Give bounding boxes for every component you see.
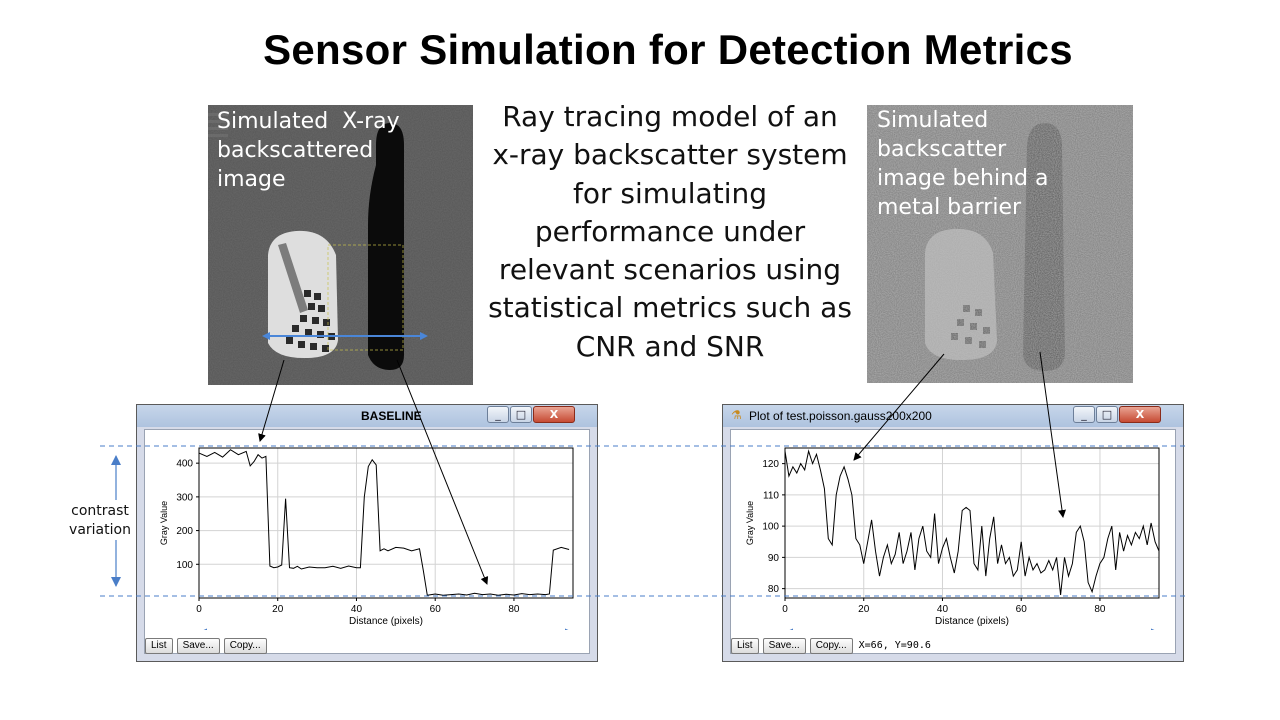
y-tick-label: 90 xyxy=(768,553,780,564)
x-tick-label: 0 xyxy=(782,604,788,615)
x-tick-label: 40 xyxy=(351,604,363,615)
minimize-button[interactable]: _ xyxy=(487,406,509,423)
copy-button[interactable]: Copy... xyxy=(223,638,267,654)
x-axis-label: Distance (pixels) xyxy=(349,616,423,627)
window-footer: List Save... Copy... X=66, Y=90.6 xyxy=(731,638,931,654)
contrast-variation-label: contrast variation xyxy=(69,503,131,538)
plot-frame xyxy=(784,447,1160,599)
x-tick-label: 20 xyxy=(858,604,870,615)
y-tick-label: 300 xyxy=(176,492,193,503)
y-axis-label: Gray Value xyxy=(159,501,169,545)
x-tick-label: 40 xyxy=(937,604,949,615)
description-text: Ray tracing model of an x-ray backscatte… xyxy=(488,100,852,363)
plot-panel: 0 20 40 60 80 80 90 100 110 120 Distance (pixels) G… xyxy=(730,429,1176,654)
window-titlebar[interactable] xyxy=(723,405,1183,427)
left-image-caption: Simulated X-ray backscattered image xyxy=(217,109,407,192)
barrier-backscatter-image xyxy=(867,105,1133,383)
right-image-caption: Simulated backscatter image behind a met… xyxy=(877,108,1049,220)
copy-button[interactable]: Copy... xyxy=(809,638,853,654)
x-tick-label: 80 xyxy=(508,604,520,615)
y-tick-label: 400 xyxy=(176,459,193,470)
x-tick-label: 60 xyxy=(430,604,442,615)
y-tick-label: 100 xyxy=(176,560,193,571)
poisson-profile-plot: 0 20 40 60 80 80 90 100 110 120 Distance (pixels) G… xyxy=(745,447,1160,630)
window-footer: List Save... Copy... xyxy=(145,638,271,654)
maximize-button[interactable]: □ xyxy=(1096,406,1118,423)
list-button[interactable]: List xyxy=(145,638,173,654)
baseline-plot-window[interactable]: BASELINE _ □ X 0 20 40 60 80 100 200 300 400 Dist… xyxy=(136,404,598,662)
save-button[interactable]: Save... xyxy=(762,638,806,654)
window-title: Plot of test.poisson.gauss200x200 xyxy=(749,409,932,423)
app-icon: ⚗ xyxy=(731,408,742,422)
cursor-coordinates: X=66, Y=90.6 xyxy=(858,640,931,651)
x-tick-label: 0 xyxy=(196,604,202,615)
baseline-profile-plot: 0 20 40 60 80 100 200 300 400 Distance (pixels) Gr… xyxy=(159,447,574,630)
maximize-button[interactable]: □ xyxy=(510,406,532,423)
y-tick-label: 120 xyxy=(762,459,779,470)
distance-arrow-head xyxy=(203,628,207,630)
slide-title: Sensor Simulation for Detection Metrics xyxy=(263,26,1073,73)
save-button[interactable]: Save... xyxy=(176,638,220,654)
profile-line xyxy=(198,449,570,596)
x-axis-label: Distance (pixels) xyxy=(935,616,1009,627)
y-tick-label: 100 xyxy=(762,522,779,533)
x-tick-label: 20 xyxy=(272,604,284,615)
y-axis-label: Gray Value xyxy=(745,501,755,545)
profile-line xyxy=(784,449,1160,595)
plot-frame xyxy=(198,447,574,599)
minimize-button[interactable]: _ xyxy=(1073,406,1095,423)
y-tick-label: 110 xyxy=(763,490,779,501)
y-tick-label: 200 xyxy=(176,526,193,537)
distance-arrow-head xyxy=(565,628,569,630)
distance-arrow-head xyxy=(1151,628,1155,630)
x-tick-label: 80 xyxy=(1094,604,1106,615)
window-title: BASELINE xyxy=(361,409,422,423)
close-button[interactable]: X xyxy=(1119,406,1161,423)
close-button[interactable]: X xyxy=(533,406,575,423)
simulated-xray-image xyxy=(208,105,473,385)
x-tick-label: 60 xyxy=(1016,604,1028,615)
plot-panel: 0 20 40 60 80 100 200 300 400 Distance (pixels) Gr… xyxy=(144,429,590,654)
poisson-plot-window[interactable]: ⚗ Plot of test.poisson.gauss200x200 _ □ … xyxy=(722,404,1184,662)
distance-arrow-head xyxy=(789,628,793,630)
list-button[interactable]: List xyxy=(731,638,759,654)
y-tick-label: 80 xyxy=(768,584,780,595)
